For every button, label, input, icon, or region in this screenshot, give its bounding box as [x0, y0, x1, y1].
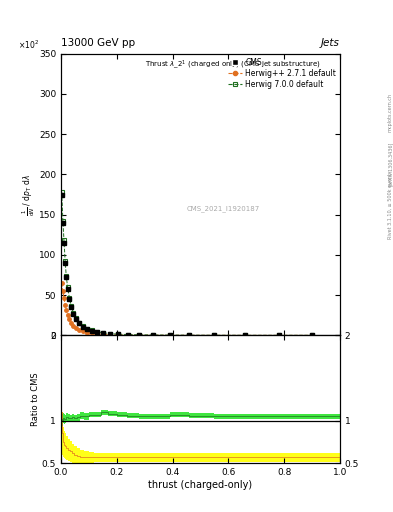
- Text: 13000 GeV pp: 13000 GeV pp: [61, 38, 135, 48]
- Y-axis label: Ratio to CMS: Ratio to CMS: [31, 373, 40, 426]
- Text: Rivet 3.1.10, ≥ 500k events: Rivet 3.1.10, ≥ 500k events: [388, 170, 393, 239]
- Text: mcplots.cern.ch: mcplots.cern.ch: [388, 93, 393, 132]
- X-axis label: thrust (charged-only): thrust (charged-only): [149, 480, 252, 490]
- Text: Thrust $\lambda\_2^1$ (charged only) (CMS jet substructure): Thrust $\lambda\_2^1$ (charged only) (CM…: [145, 58, 321, 71]
- Legend: CMS, Herwig++ 2.7.1 default, Herwig 7.0.0 default: CMS, Herwig++ 2.7.1 default, Herwig 7.0.…: [228, 57, 336, 89]
- Text: [arXiv:1306.3436]: [arXiv:1306.3436]: [388, 142, 393, 186]
- Text: $\times10^2$: $\times10^2$: [18, 38, 39, 51]
- Text: CMS_2021_I1920187: CMS_2021_I1920187: [186, 205, 259, 212]
- Text: Jets: Jets: [321, 38, 340, 48]
- Y-axis label: $\frac{1}{\mathrm{d}N}$ / $\mathrm{d}p_\mathrm{T}$ $\mathrm{d}\lambda$: $\frac{1}{\mathrm{d}N}$ / $\mathrm{d}p_\…: [21, 174, 37, 216]
